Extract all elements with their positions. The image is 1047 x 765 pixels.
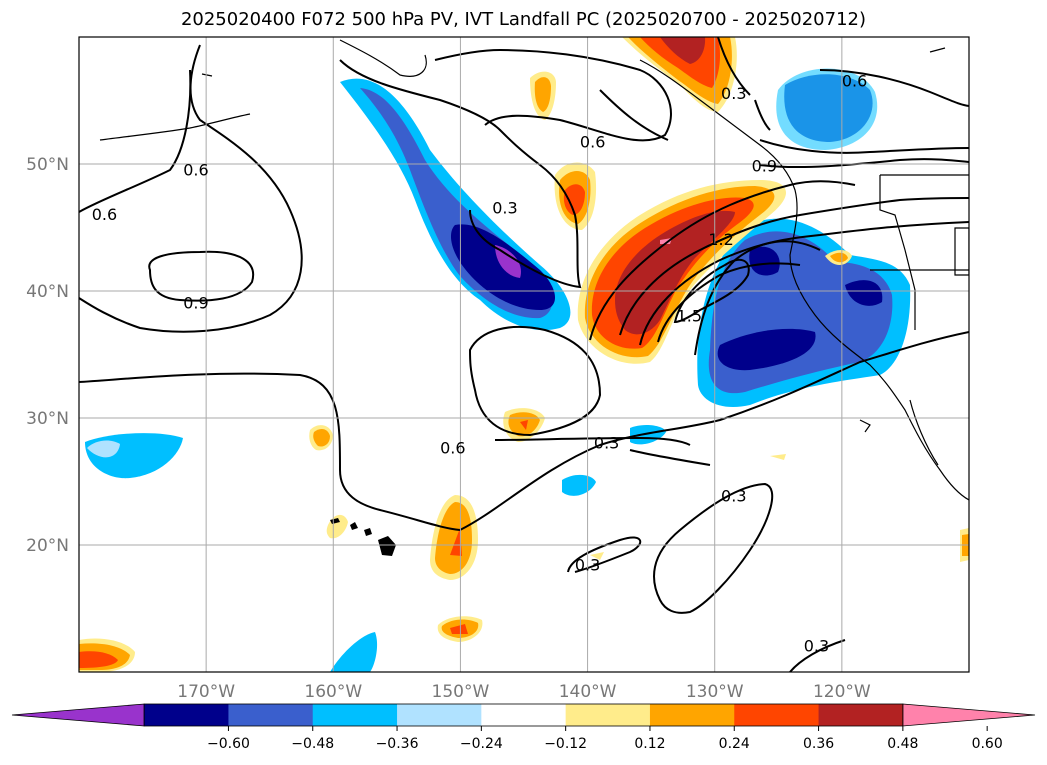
colorbar-swatch — [228, 704, 314, 726]
contour-label: 1.2 — [708, 230, 733, 249]
lon-tick-label: 170°W — [177, 682, 235, 702]
lat-tick-label: 50°N — [26, 155, 69, 175]
colorbar-tick-label: 0.24 — [719, 736, 750, 752]
longitude-labels: 170°W 160°W 150°W 140°W 130°W 120°W — [177, 682, 871, 702]
colorbar-tick-label: −0.36 — [376, 736, 419, 752]
colorbar-extend-low — [11, 703, 145, 727]
gridlines — [79, 37, 969, 672]
colorbar-tick-label: −0.12 — [544, 736, 587, 752]
colorbar-swatch — [565, 704, 651, 726]
colorbar-frame — [143, 703, 904, 727]
lon-tick-label: 120°W — [813, 682, 871, 702]
hawaii-islands — [330, 518, 396, 556]
contour-label: 0.6 — [440, 438, 465, 457]
contour-label: 0.3 — [575, 555, 600, 574]
colorbar-tick-label: −0.24 — [460, 736, 503, 752]
lon-tick-label: 160°W — [304, 682, 362, 702]
lat-tick-label: 20°N — [26, 536, 69, 556]
colorbar-swatch — [397, 704, 482, 726]
map-frame — [78, 36, 970, 673]
colorbar-tick-label: −0.60 — [207, 736, 250, 752]
lon-tick-label: 150°W — [432, 682, 490, 702]
lat-tick-label: 40°N — [26, 282, 69, 302]
latitude-labels: 20°N 30°N 40°N 50°N — [26, 155, 69, 556]
colorbar-swatch — [144, 704, 229, 726]
colorbar-extend-high — [902, 703, 1036, 727]
chart-title: 2025020400 F072 500 hPa PV, IVT Landfall… — [180, 9, 867, 30]
contour-label: 0.3 — [594, 433, 619, 452]
map-area — [79, 37, 969, 672]
colorbar-tick-label: −0.48 — [291, 736, 334, 752]
colorbar-swatch — [649, 704, 735, 726]
contour-label: 0.3 — [721, 487, 746, 506]
contour-label: 0.6 — [183, 160, 208, 179]
lat-tick-label: 30°N — [26, 409, 69, 429]
lon-tick-label: 140°W — [559, 682, 617, 702]
colorbar-swatch — [481, 704, 567, 726]
colorbar-tick-label: 0.36 — [803, 736, 834, 752]
contour-label: 1.5 — [677, 306, 702, 325]
colorbar-swatch — [818, 704, 904, 726]
lon-tick-label: 130°W — [686, 682, 744, 702]
contour-label: 0.9 — [183, 294, 208, 313]
coastlines — [99, 39, 969, 501]
contour-labels: 0.9 0.6 0.6 0.3 0.6 0.9 1.2 1.5 0.3 0.6 0.6 0.3 0.3 0… — [92, 71, 868, 655]
colorbar: −0.60 −0.48 −0.36 −0.24 −0.12 0.12 0.24 0.36 0.4… — [11, 703, 1036, 752]
colorbar-swatch — [312, 704, 398, 726]
colorbar-tick-label: 0.60 — [972, 736, 1003, 752]
contour-label: 0.3 — [804, 637, 829, 656]
contour-label: 0.3 — [492, 198, 517, 217]
contours — [79, 37, 969, 672]
contour-label: 0.6 — [580, 132, 605, 151]
colorbar-tick-label: 0.12 — [634, 736, 665, 752]
colorbar-swatch — [734, 704, 820, 726]
contour-label: 0.6 — [842, 71, 867, 90]
contour-label: 0.3 — [721, 84, 746, 103]
contour-label: 0.6 — [92, 205, 117, 224]
colorbar-tick-label: 0.48 — [887, 736, 918, 752]
negative-field — [85, 68, 911, 672]
contour-label: 0.9 — [752, 157, 777, 176]
